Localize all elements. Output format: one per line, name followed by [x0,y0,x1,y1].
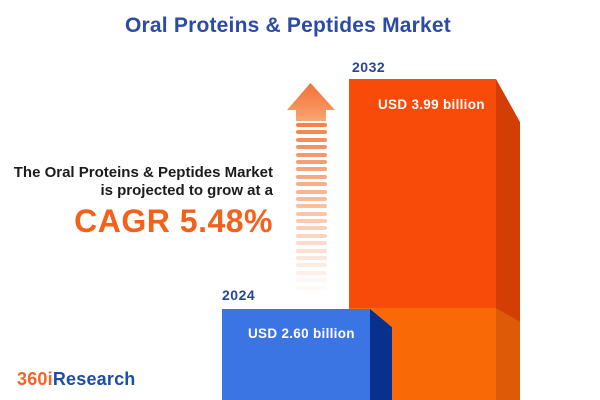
growth-arrow-dash [296,152,327,157]
growth-arrow-dash [296,256,327,261]
brand-logo-research: Research [52,369,136,389]
growth-arrow-dashes [296,123,327,293]
brand-logo: 360iResearch [17,369,136,390]
bar-2032-value-label: USD 3.99 billion [378,97,485,112]
growth-arrow-dash [296,241,327,246]
growth-arrow-icon [287,83,335,121]
growth-arrow-dash [296,196,327,201]
bar-2024-front-face [222,309,370,400]
bar-2032-lower-side-face [496,308,520,400]
description-line-1: The Oral Proteins & Peptides Market [13,164,273,181]
growth-arrow-dash [296,145,327,150]
growth-arrow-dash [296,159,327,164]
growth-arrow-dash [296,248,327,253]
growth-arrow-dash [296,219,327,224]
growth-arrow-dash [296,167,327,172]
growth-arrow-dash [296,174,327,179]
cagr-value: CAGR 5.48% [74,203,273,239]
growth-arrow-dash [296,263,327,268]
growth-arrow-dash [296,182,327,187]
growth-arrow-dash [296,189,327,194]
growth-arrow-dash [296,233,327,238]
brand-logo-360i: 360i [17,369,53,389]
growth-arrow-dash [296,285,327,290]
bar-2032-year-label: 2032 [352,59,386,75]
growth-arrow-dash [296,270,327,275]
growth-arrow-dash [296,123,327,127]
growth-arrow-dash [296,278,327,283]
bar-2024-value-label: USD 2.60 billion [248,326,355,341]
growth-arrow-dash [296,226,327,231]
growth-arrow-dash [296,137,327,142]
growth-description: The Oral Proteins & Peptides Market is p… [0,164,273,238]
growth-arrow-dash [296,204,327,209]
bar-2024-year-label: 2024 [222,287,256,303]
page-title: Oral Proteins & Peptides Market [125,14,451,37]
growth-arrow-dash [296,130,327,135]
growth-arrow-dash [296,211,327,216]
bar-2024-side-face [370,309,392,400]
description-line-2: is projected to grow at a [100,182,273,199]
